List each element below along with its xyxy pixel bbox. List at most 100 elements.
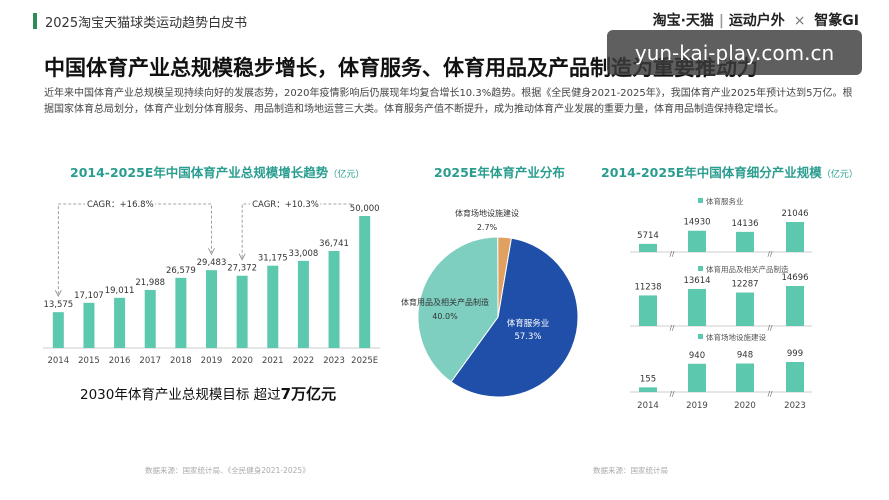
brand-partner: 智篆GI [814, 13, 859, 29]
pie-value-label: 40.0% [432, 312, 458, 321]
header-accent-bar [33, 13, 37, 29]
bar-value-label: 33,008 [289, 249, 319, 259]
x-tick-label: 2014 [47, 356, 69, 366]
bar-value-label: 19,011 [105, 286, 135, 296]
bar-value-label: 14696 [781, 273, 808, 283]
bar-value-label: 36,741 [319, 239, 349, 249]
cagr-label-bg [84, 197, 155, 210]
x-tick-label: 2019 [686, 401, 708, 411]
bar-value-label: 155 [640, 374, 656, 384]
cagr-arrow [208, 247, 215, 256]
bar-体育服务业-2023 [786, 222, 804, 252]
legend-swatch [698, 198, 703, 203]
pie-label: 体育服务业 [507, 318, 550, 329]
cagr-label-bg [250, 197, 321, 210]
bar-体育场地设施建设-2019 [688, 363, 706, 392]
bar-value-label: 31,175 [258, 254, 288, 264]
bar-2023 [328, 251, 340, 348]
legend-swatch [698, 266, 703, 271]
pie-value-label: 57.3% [514, 332, 541, 342]
bar-2016 [114, 297, 126, 348]
bar-value-label: 11238 [634, 282, 661, 292]
pie-value-label: 2.7% [477, 223, 498, 232]
x-tick-label: 2025E [351, 356, 378, 366]
bar-value-label: 27,372 [227, 264, 257, 274]
pie-slice-0 [450, 237, 579, 398]
right-data-source: 数据来源：国家统计局 [593, 466, 668, 475]
watermark-overlay: yun-kai-play.com.cn [607, 30, 862, 75]
goal-statement: 2030年体育产业总规模目标 超过7万亿元 [80, 383, 336, 404]
brand-name: 淘宝·天猫 [652, 13, 714, 29]
bar-2025E [359, 216, 371, 348]
legend-swatch [698, 334, 703, 339]
goal-highlight: 7万亿元 [280, 385, 337, 403]
bar-value-label: 26,579 [166, 266, 196, 276]
bar-2020 [236, 275, 248, 348]
bar-2017 [144, 289, 156, 348]
bar-value-label: 29,483 [197, 258, 227, 268]
axis-break-mark: // [768, 250, 773, 258]
bar-体育用品及相关产品制造-2020 [736, 292, 754, 326]
bar-value-label: 13,575 [43, 300, 73, 310]
series-title: 体育服务业 [706, 196, 744, 206]
bar-2021 [267, 265, 279, 348]
cagr-label: CAGR：+10.3% [252, 200, 319, 210]
cagr-arrow [54, 289, 62, 298]
bar-value-label: 21046 [781, 209, 808, 219]
left-data-source: 数据来源：国家统计局、《全民健身2021-2025》 [145, 466, 310, 475]
left-chart-title: 2014-2025E年中国体育产业总规模增长趋势（亿元） [70, 162, 364, 181]
bar-value-label: 940 [689, 351, 705, 361]
bar-value-label: 17,107 [74, 291, 104, 301]
bar-体育用品及相关产品制造-2014 [639, 295, 657, 326]
axis-break-mark: // [670, 250, 675, 258]
x-tick-label: 2021 [262, 356, 284, 366]
series-title: 体育场地设施建设 [706, 332, 766, 342]
bar-体育用品及相关产品制造-2019 [688, 288, 706, 326]
left-chart-title-text: 2014-2025E年中国体育产业总规模增长趋势 [70, 165, 329, 180]
bar-2014 [52, 312, 64, 348]
axis-break-mark: // [768, 390, 773, 398]
x-tick-label: 2019 [201, 356, 223, 366]
pie-slice-2 [497, 236, 512, 318]
cagr-arrow [238, 253, 246, 261]
intro-paragraph: 近年来中国体育产业总规模呈现持续向好的发展态势，2020年疫情影响后仍展现年均复… [44, 88, 853, 115]
bar-value-label: 13614 [683, 276, 710, 286]
bar-value-label: 50,000 [350, 204, 380, 214]
bar-value-label: 14930 [683, 218, 710, 228]
x-tick-label: 2023 [784, 401, 806, 411]
bar-体育场地设施建设-2014 [639, 387, 657, 392]
bar-2022 [297, 260, 309, 348]
bar-体育用品及相关产品制造-2023 [786, 286, 804, 326]
left-chart-unit: （亿元） [328, 170, 365, 180]
x-tick-label: 2015 [78, 356, 100, 366]
right-chart-title-text: 2014-2025E年中国体育细分产业规模 [601, 165, 822, 180]
axis-break-mark: // [768, 324, 773, 332]
bar-value-label: 948 [737, 351, 753, 361]
bar-体育服务业-2019 [688, 230, 706, 252]
axis-break-mark: // [670, 390, 675, 398]
bar-2015 [83, 302, 95, 348]
right-chart-title: 2014-2025E年中国体育细分产业规模（亿元） [601, 162, 858, 181]
x-tick-label: 2022 [293, 356, 315, 366]
brand-section: 运动户外 [728, 13, 785, 29]
axis-break-mark: // [670, 324, 675, 332]
bar-value-label: 14136 [731, 219, 758, 229]
bar-体育服务业-2020 [736, 231, 754, 252]
brand-separator: × [793, 13, 806, 29]
x-tick-label: 2016 [109, 356, 131, 366]
right-chart-unit: （亿元） [821, 170, 858, 180]
x-tick-label: 2023 [323, 356, 345, 366]
bar-value-label: 21,988 [135, 278, 165, 288]
brand-logo: 淘宝·天猫 | 运动户外 × 智篆GI [652, 13, 859, 29]
middle-chart-title: 2025E年体育产业分布 [434, 165, 565, 180]
bar-体育场地设施建设-2023 [786, 362, 804, 392]
bar-2018 [175, 277, 187, 348]
pie-slice-1 [417, 236, 499, 383]
bar-体育场地设施建设-2020 [736, 363, 754, 392]
x-tick-label: 2020 [734, 401, 756, 411]
x-tick-label: 2014 [637, 401, 659, 411]
pie-label: 体育场地设施建设 [455, 208, 519, 218]
bar-value-label: 5714 [637, 231, 659, 241]
